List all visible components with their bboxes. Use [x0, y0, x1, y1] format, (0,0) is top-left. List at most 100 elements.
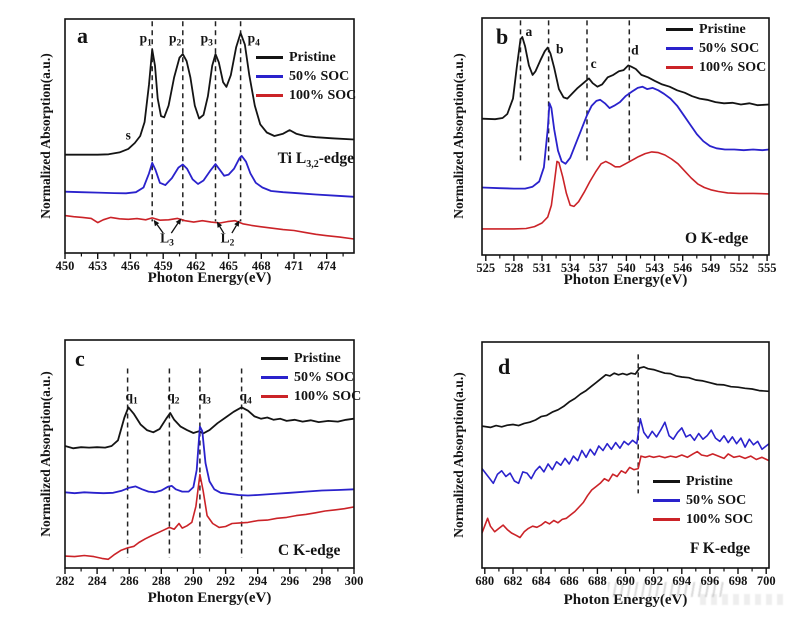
panel-a-legend: Pristine 50% SOC 100% SOC — [256, 48, 356, 105]
series-100-soc — [65, 473, 354, 561]
peak-label: d — [631, 43, 639, 58]
peak-label: p1 — [140, 30, 153, 48]
x-tick-label: 698 — [729, 574, 748, 588]
x-tick-label: 298 — [313, 574, 332, 588]
panel-b-plot: 525 528 531 534 537 540 543 546 549 552 555 a b c d — [476, 17, 777, 275]
series-pristine — [65, 406, 354, 450]
x-tick-label: 686 — [560, 574, 579, 588]
x-tick-label: 450 — [56, 259, 75, 273]
x-tick-label: 546 — [673, 261, 692, 275]
panel-d-edge-label: F K-edge — [690, 540, 751, 557]
x-tick-label: 552 — [730, 261, 749, 275]
panel-a-xlabel: Photon Energy(eV) — [147, 270, 272, 286]
soc100-line-swatch — [261, 395, 288, 398]
legend-item-pristine: Pristine — [666, 20, 766, 39]
x-tick-label: 284 — [88, 574, 108, 588]
x-tick-label: 700 — [757, 574, 776, 588]
x-tick-label: 300 — [345, 574, 364, 588]
peak-label: q2 — [167, 388, 180, 406]
series-pristine — [482, 366, 769, 429]
x-tick-label: 282 — [56, 574, 75, 588]
arrowhead — [216, 221, 223, 228]
x-tick-label: 531 — [533, 261, 552, 275]
panel-d-letter: d — [498, 354, 511, 379]
legend-item-pristine: Pristine — [256, 48, 356, 67]
legend-item-pristine: Pristine — [261, 349, 361, 368]
legend-item-50soc: 50% SOC — [256, 67, 356, 86]
soc50-line-swatch — [653, 499, 680, 502]
x-tick-label: 525 — [476, 261, 495, 275]
series-100-soc — [65, 214, 354, 240]
series-50-soc — [482, 85, 769, 190]
x-tick-label: 453 — [88, 259, 107, 273]
panel-c-plot: 282 284 286 288 290 292 294 296 298 300 q1 q2 q3 q4 — [56, 339, 364, 588]
pristine-line-swatch — [666, 28, 693, 31]
panel-b-xlabel: Photon Energy(eV) — [563, 272, 688, 288]
peak-label: c — [591, 56, 597, 71]
series-pristine — [482, 36, 769, 121]
x-tick-label: 286 — [120, 574, 139, 588]
soc100-line-swatch — [653, 518, 680, 521]
panel-a-letter: a — [77, 23, 88, 48]
soc50-line-swatch — [261, 376, 288, 379]
peak-label: q4 — [239, 388, 252, 406]
x-tick-label: 296 — [280, 574, 299, 588]
legend-item-50soc: 50% SOC — [653, 491, 753, 510]
legend-item-100soc: 100% SOC — [666, 58, 766, 77]
x-tick-label: 537 — [589, 261, 608, 275]
series-100-soc — [482, 450, 769, 539]
peak-label: q3 — [199, 388, 212, 406]
panel-c-ylabel: Normalized Absorption(a.u.) — [38, 371, 53, 537]
pristine-line-swatch — [256, 56, 283, 59]
peak-label: p4 — [248, 30, 261, 48]
arrowhead — [153, 219, 160, 227]
panel-c-edge-label: C K-edge — [278, 542, 341, 559]
series-50-soc — [65, 154, 354, 198]
panel-d-ylabel: Normalized Absorption(a.u.) — [451, 372, 466, 538]
panel-a-ylabel: Normalized Absorption(a.u.) — [38, 53, 53, 219]
soc100-line-swatch — [666, 66, 693, 69]
x-tick-label: 690 — [616, 574, 635, 588]
legend-item-100soc: 100% SOC — [261, 387, 361, 406]
x-tick-label: 471 — [285, 259, 304, 273]
x-tick-label: 528 — [505, 261, 524, 275]
series-pristine — [65, 32, 354, 156]
legend-item-100soc: 100% SOC — [256, 86, 356, 105]
panel-d-plot: 680 682 684 686 688 690 692 694 696 698 700 — [475, 341, 776, 588]
arrowhead — [175, 218, 182, 225]
panel-d-xlabel: Photon Energy(eV) — [563, 592, 688, 608]
soc100-line-swatch — [256, 94, 283, 97]
x-tick-label: 692 — [644, 574, 663, 588]
legend-item-pristine: Pristine — [653, 472, 753, 491]
series-50-soc — [482, 418, 769, 485]
x-tick-label: 684 — [532, 574, 552, 588]
plot-frame — [481, 341, 770, 569]
series-100-soc — [482, 151, 769, 230]
peak-label: b — [556, 42, 564, 57]
peak-label: q1 — [125, 388, 138, 406]
panel-b-ylabel: Normalized Absorption(a.u.) — [451, 53, 466, 219]
panel-b-letter: b — [496, 24, 509, 49]
x-tick-label: 543 — [645, 261, 664, 275]
x-tick-label: 474 — [317, 259, 337, 273]
pristine-line-swatch — [653, 480, 680, 483]
legend-item-50soc: 50% SOC — [261, 368, 361, 387]
legend-item-50soc: 50% SOC — [666, 39, 766, 58]
x-tick-label: 462 — [187, 259, 206, 273]
panel-d-legend: Pristine 50% SOC 100% SOC — [653, 472, 753, 529]
x-tick-label: 456 — [121, 259, 140, 273]
panel-c-legend: Pristine 50% SOC 100% SOC — [261, 349, 361, 406]
plot-frame — [64, 18, 355, 254]
peak-label: a — [526, 24, 533, 39]
legend-item-100soc: 100% SOC — [653, 510, 753, 529]
x-tick-label: 680 — [475, 574, 494, 588]
x-tick-label: 555 — [758, 261, 777, 275]
x-tick-label: 459 — [154, 259, 173, 273]
x-tick-label: 294 — [248, 574, 268, 588]
x-tick-label: 290 — [184, 574, 203, 588]
x-tick-label: 465 — [219, 259, 238, 273]
x-tick-label: 288 — [152, 574, 171, 588]
x-tick-label: 688 — [588, 574, 607, 588]
